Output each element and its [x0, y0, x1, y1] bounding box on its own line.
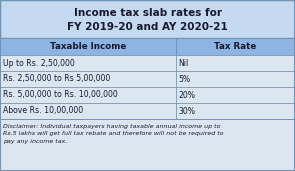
Text: Up to Rs. 2,50,000: Up to Rs. 2,50,000 — [3, 58, 75, 68]
Text: Rs. 2,50,000 to Rs 5,00,000: Rs. 2,50,000 to Rs 5,00,000 — [3, 75, 110, 83]
Bar — [176, 55, 295, 71]
Text: Rs.5 lakhs will get full tax rebate and therefore will not be required to: Rs.5 lakhs will get full tax rebate and … — [3, 131, 224, 136]
Bar — [176, 38, 295, 55]
Bar — [0, 38, 176, 55]
Bar — [176, 87, 295, 103]
Text: 30%: 30% — [178, 107, 196, 115]
Text: 20%: 20% — [178, 90, 196, 100]
Text: Disclaimer: Individual taxpayers having taxable annual income up to: Disclaimer: Individual taxpayers having … — [3, 124, 220, 129]
Bar — [0, 71, 176, 87]
Text: pay any income tax.: pay any income tax. — [3, 139, 67, 144]
Text: Rs. 5,00,000 to Rs. 10,00,000: Rs. 5,00,000 to Rs. 10,00,000 — [3, 90, 118, 100]
Bar — [0, 55, 176, 71]
Text: 5%: 5% — [178, 75, 191, 83]
Bar — [0, 119, 295, 171]
Text: Above Rs. 10,00,000: Above Rs. 10,00,000 — [3, 107, 83, 115]
Text: Income tax slab rates for: Income tax slab rates for — [73, 8, 222, 18]
Text: Tax Rate: Tax Rate — [214, 42, 256, 51]
Bar — [0, 0, 295, 38]
Bar — [176, 71, 295, 87]
Text: FY 2019-20 and AY 2020-21: FY 2019-20 and AY 2020-21 — [67, 22, 228, 32]
Bar — [0, 103, 176, 119]
Bar — [0, 87, 176, 103]
Bar — [176, 103, 295, 119]
Text: Taxable Income: Taxable Income — [50, 42, 126, 51]
Text: Nil: Nil — [178, 58, 189, 68]
